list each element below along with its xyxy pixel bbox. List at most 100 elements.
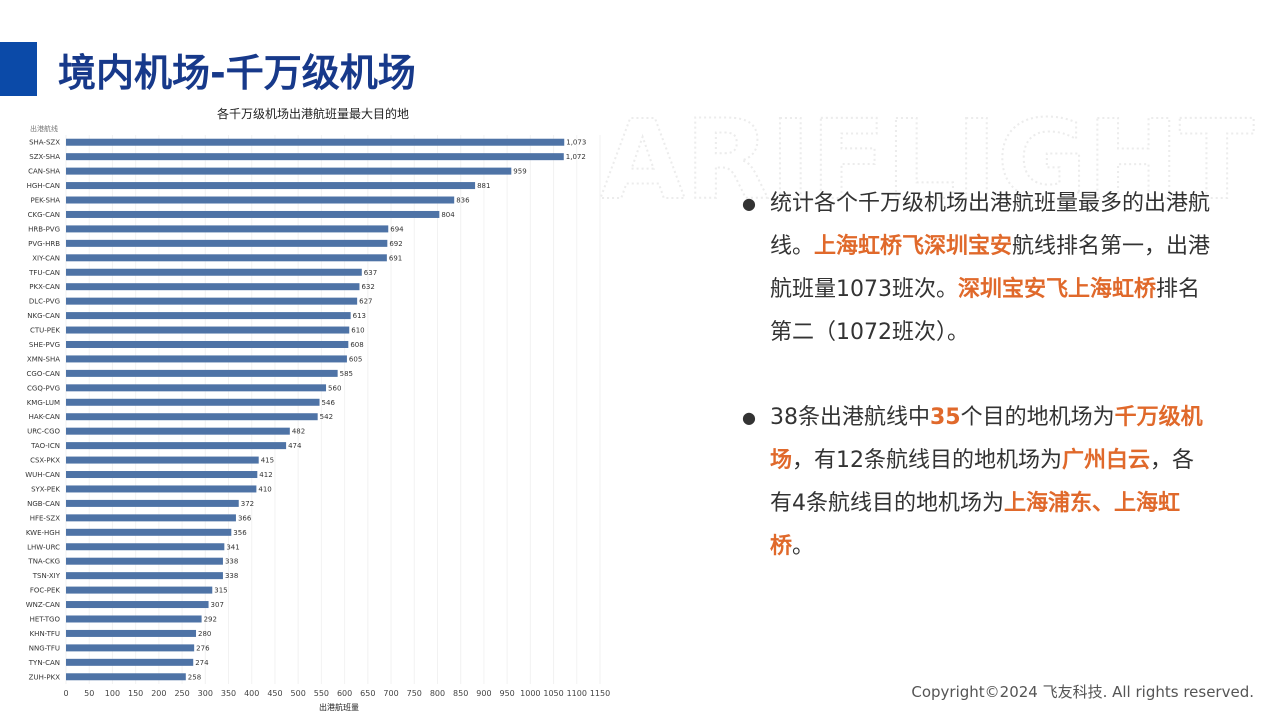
value-label: 412 (259, 471, 272, 479)
y-tick-label: TYN-CAN (28, 659, 60, 667)
x-tick-label: 500 (291, 689, 306, 698)
value-label: 410 (258, 485, 271, 493)
bar (66, 471, 258, 479)
x-tick-label: 300 (198, 689, 213, 698)
bar (66, 514, 236, 522)
bar (66, 283, 360, 291)
bar (66, 572, 223, 580)
highlight-text: 上海浦东、上海虹桥 (770, 491, 1181, 559)
value-label: 356 (233, 529, 247, 537)
value-label: 315 (214, 587, 227, 595)
bar (66, 196, 455, 204)
bar (66, 355, 347, 363)
y-tick-label: NGB-CAN (27, 500, 60, 508)
bullet: ● 统计各个千万级机场出港航班量最多的出港航线。上海虹桥飞深圳宝安航线排名第一，出… (742, 182, 1212, 354)
y-tick-label: TAO-ICN (30, 442, 60, 450)
value-label: 585 (340, 370, 353, 378)
slide-title: 境内机场-千万级机场 (58, 51, 416, 95)
x-tick-label: 0 (63, 689, 68, 698)
x-axis-label: 出港航班量 (319, 702, 359, 712)
bar (66, 499, 239, 507)
value-label: 691 (389, 254, 402, 262)
highlight-text: 上海虹桥飞深圳宝安 (814, 234, 1013, 259)
highlight-text: 深圳宝安飞上海虹桥 (958, 277, 1157, 302)
bar (66, 601, 209, 609)
y-tick-label: WNZ-CAN (26, 601, 60, 609)
bar (66, 384, 327, 392)
y-tick-label: LHW-URC (27, 543, 60, 551)
x-tick-label: 850 (453, 689, 468, 698)
y-tick-label: FOC-PEK (30, 587, 61, 595)
x-tick-label: 50 (84, 689, 94, 698)
value-label: 546 (322, 399, 336, 407)
y-tick-label: HRB-PVG (28, 225, 60, 233)
bar (66, 167, 512, 175)
x-tick-label: 100 (105, 689, 120, 698)
value-label: 881 (477, 182, 490, 190)
bar (66, 340, 349, 348)
y-tick-label: ZUH-PKX (29, 673, 61, 681)
bar (66, 268, 362, 276)
bullet-text: ，有12条航线目的地机场为 (792, 448, 1063, 473)
bar (66, 182, 476, 190)
y-tick-label: HFE-SZX (30, 514, 60, 522)
bar (66, 210, 440, 218)
y-tick-label: CTU-PEK (30, 327, 60, 335)
bar (66, 557, 223, 565)
value-label: 632 (361, 283, 374, 291)
value-label: 341 (226, 543, 239, 551)
value-label: 627 (359, 298, 372, 306)
y-tick-label: SZX-SHA (29, 153, 60, 161)
value-label: 613 (353, 312, 366, 320)
x-tick-label: 650 (360, 689, 375, 698)
value-label: 338 (225, 558, 238, 566)
bullet-text: 38条出港航线中 (770, 405, 930, 430)
y-tick-label: HET-TGO (30, 615, 61, 623)
y-tick-label: NNG-TFU (29, 644, 60, 652)
value-label: 292 (204, 615, 217, 623)
x-tick-label: 550 (314, 689, 329, 698)
bar (66, 369, 338, 377)
value-label: 482 (292, 428, 305, 436)
value-label: 307 (211, 601, 224, 609)
bar (66, 528, 232, 536)
y-tick-label: WUH-CAN (25, 471, 60, 479)
value-label: 1,073 (566, 139, 586, 147)
x-tick-label: 1050 (543, 689, 563, 698)
value-label: 542 (320, 413, 333, 421)
x-tick-label: 900 (476, 689, 491, 698)
y-tick-label: CGO-CAN (27, 370, 60, 378)
bar (66, 239, 388, 247)
bar (66, 153, 564, 161)
y-tick-label: XMN-SHA (27, 355, 60, 363)
value-label: 694 (390, 225, 404, 233)
bar (66, 615, 202, 623)
x-tick-label: 1150 (590, 689, 610, 698)
bar (66, 543, 225, 551)
value-label: 560 (328, 384, 341, 392)
y-tick-label: TSN-XIY (32, 572, 61, 580)
watermark: ARIFLIGHT (600, 96, 1254, 224)
value-label: 415 (261, 457, 274, 465)
y-tick-label: SHE-PVG (29, 341, 60, 349)
x-tick-label: 600 (337, 689, 352, 698)
bar (66, 413, 318, 421)
x-tick-label: 400 (244, 689, 259, 698)
bullet-text: 排名第二（1072班次）。 (770, 277, 1201, 345)
y-tick-label: CAN-SHA (28, 168, 60, 176)
value-label: 280 (198, 630, 211, 638)
x-tick-label: 800 (430, 689, 445, 698)
bar (66, 312, 351, 320)
x-tick-label: 1000 (520, 689, 540, 698)
bar (66, 586, 213, 594)
x-tick-label: 750 (407, 689, 422, 698)
highlight-text: 千万级机场 (770, 405, 1203, 473)
value-label: 637 (364, 269, 377, 277)
bar (66, 658, 194, 666)
bar (66, 398, 320, 406)
y-tick-label: PKX-CAN (29, 283, 60, 291)
value-label: 605 (349, 355, 362, 363)
value-label: 692 (389, 240, 402, 248)
